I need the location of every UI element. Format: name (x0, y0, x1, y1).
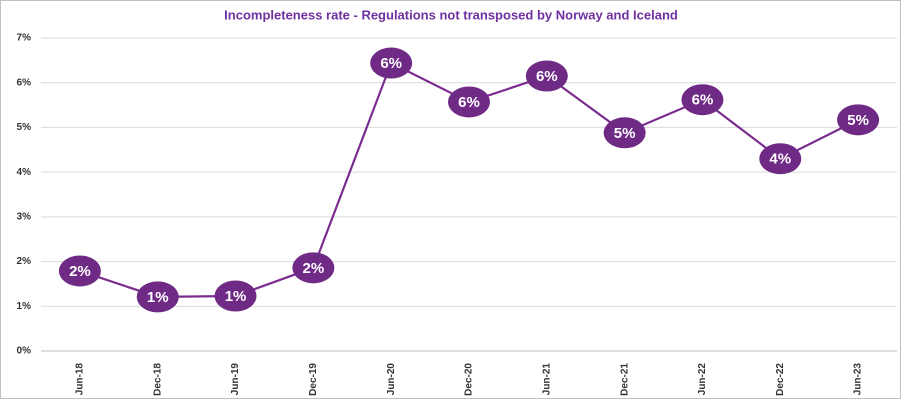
x-tick-label: Dec-19 (308, 363, 319, 396)
data-label: 4% (769, 151, 791, 168)
data-point (837, 104, 880, 136)
y-tick-label: 6% (17, 77, 32, 88)
y-tick-label: 1% (17, 301, 32, 312)
x-tick-label: Dec-18 (152, 363, 163, 396)
data-label: 6% (536, 68, 558, 85)
data-point (214, 280, 257, 312)
data-label: 2% (303, 260, 325, 277)
data-point (136, 281, 179, 313)
x-tick-label: Jun-23 (853, 363, 864, 396)
data-label: 2% (69, 263, 91, 280)
data-label: 6% (692, 92, 714, 109)
data-point (370, 47, 413, 79)
data-point (759, 143, 802, 175)
data-point (525, 60, 568, 92)
data-point (58, 255, 101, 287)
x-tick-label: Jun-20 (386, 363, 397, 396)
x-tick-label: Jun-19 (230, 363, 241, 396)
x-tick-label: Jun-18 (75, 363, 86, 396)
chart-title: Incompleteness rate - Regulations not tr… (224, 7, 678, 22)
data-label: 1% (147, 289, 169, 306)
data-label: 5% (614, 125, 636, 142)
data-point (292, 252, 335, 284)
y-tick-label: 3% (17, 211, 32, 222)
x-tick-label: Jun-21 (541, 363, 552, 396)
x-tick-label: Dec-21 (619, 363, 630, 396)
x-tick-label: Dec-20 (464, 363, 475, 396)
y-tick-label: 5% (17, 122, 32, 133)
data-label: 1% (225, 288, 247, 305)
data-label: 6% (458, 94, 480, 111)
y-tick-label: 4% (17, 167, 32, 178)
data-point (448, 86, 490, 118)
y-tick-label: 2% (17, 256, 32, 267)
data-label: 6% (380, 55, 402, 72)
data-point (603, 117, 646, 149)
y-tick-label: 7% (17, 33, 32, 44)
x-tick-label: Dec-22 (775, 363, 786, 396)
y-tick-label: 0% (17, 346, 32, 357)
x-tick-label: Jun-22 (697, 363, 708, 396)
data-point (681, 84, 724, 116)
data-label: 5% (847, 112, 869, 129)
